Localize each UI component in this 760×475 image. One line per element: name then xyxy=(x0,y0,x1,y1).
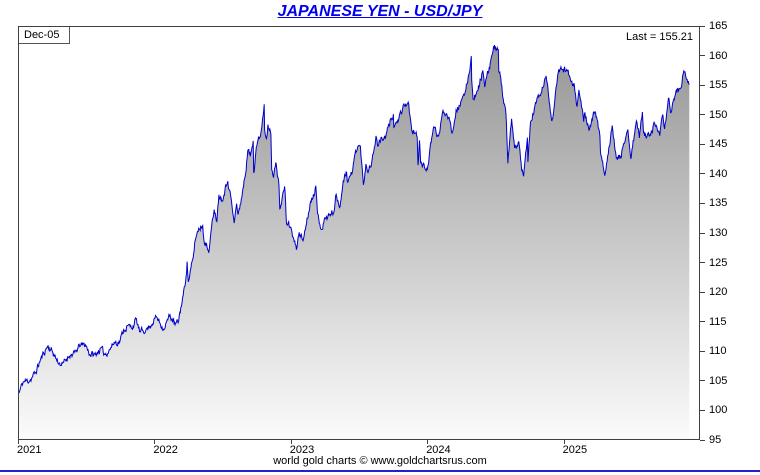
y-tick-mark xyxy=(700,291,705,293)
price-chart-svg xyxy=(19,45,690,439)
x-tick-mark xyxy=(290,440,292,444)
y-tick-mark xyxy=(700,262,705,264)
y-tick-mark xyxy=(700,202,705,204)
plot-area: Dec-05 Last = 155.21 xyxy=(18,26,700,440)
y-tick-mark xyxy=(700,173,705,175)
date-label: Dec-05 xyxy=(24,29,60,41)
y-tick-mark xyxy=(700,55,705,57)
y-tick-mark xyxy=(700,114,705,116)
area-fill xyxy=(19,45,690,439)
y-tick-label: 100 xyxy=(709,404,728,417)
y-tick-label: 120 xyxy=(709,286,728,299)
y-tick-label: 95 xyxy=(709,434,722,446)
price-line xyxy=(19,45,690,394)
x-tick-mark xyxy=(427,440,429,444)
y-tick-label: 105 xyxy=(709,374,728,387)
y-tick-label: 125 xyxy=(709,256,728,269)
date-label-box: Dec-05 xyxy=(19,27,71,44)
x-tick-mark xyxy=(563,440,565,444)
y-tick-label: 140 xyxy=(709,167,728,180)
bottom-rule xyxy=(0,470,760,472)
footer-caption: world gold charts © www.goldchartsrus.co… xyxy=(273,455,487,467)
y-tick-label: 165 xyxy=(709,20,728,32)
y-tick-mark xyxy=(700,350,705,352)
y-tick-label: 115 xyxy=(709,315,727,328)
x-tick-mark xyxy=(18,440,19,444)
y-tick-label: 110 xyxy=(709,345,727,358)
y-tick-label: 160 xyxy=(709,49,728,62)
y-tick-label: 150 xyxy=(709,108,728,121)
y-tick-mark xyxy=(700,321,705,323)
y-tick-mark xyxy=(700,143,705,145)
y-tick-mark xyxy=(700,232,705,234)
x-tick-mark xyxy=(154,440,156,444)
y-tick-label: 135 xyxy=(709,197,728,210)
chart-title: JAPANESE YEN - USD/JPY xyxy=(277,3,483,20)
y-tick-label: 155 xyxy=(709,79,728,92)
y-tick-mark xyxy=(700,409,705,411)
y-tick-mark xyxy=(700,25,705,27)
y-tick-label: 130 xyxy=(709,227,728,239)
y-tick-mark xyxy=(700,439,705,441)
y-tick-mark xyxy=(700,84,705,86)
y-tick-label: 145 xyxy=(709,138,728,151)
last-value-label: Last = 155.21 xyxy=(626,31,693,43)
y-tick-mark xyxy=(700,380,705,382)
